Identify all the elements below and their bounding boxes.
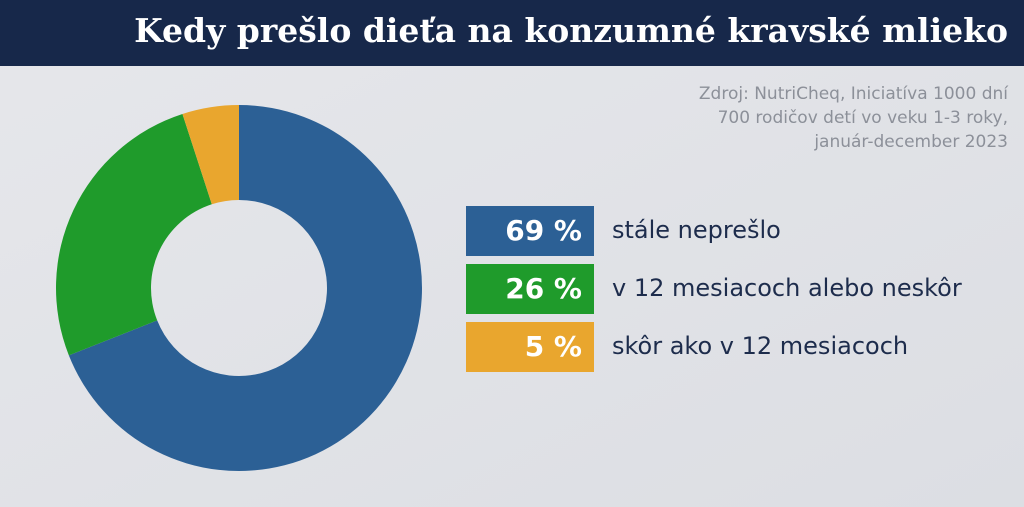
header-bar	[0, 0, 1024, 66]
donut-segment	[68, 105, 423, 471]
legend-label: v 12 mesiacoch alebo neskôr	[612, 274, 962, 302]
legend-label: stále neprešlo	[612, 216, 781, 244]
source: 700 rodičov detí vo veku 1-3 roky,	[718, 108, 1008, 128]
value-label: 26 %	[505, 272, 582, 305]
source: Zdroj: NutriCheq, Iniciatíva 1000 dní	[699, 84, 1009, 104]
value-label: 5 %	[525, 330, 582, 363]
chart-title: Kedy prešlo dieťa na konzumné kravské ml…	[134, 11, 1008, 50]
donut-segment	[56, 113, 212, 356]
legend-label: skôr ako v 12 mesiacoch	[612, 332, 908, 360]
legend-swatch	[466, 322, 594, 372]
source: január-december 2023	[813, 132, 1008, 152]
value-label: 69 %	[505, 214, 582, 247]
legend-swatch	[466, 206, 594, 256]
legend-swatch	[466, 264, 594, 314]
donut-segment	[182, 105, 239, 205]
